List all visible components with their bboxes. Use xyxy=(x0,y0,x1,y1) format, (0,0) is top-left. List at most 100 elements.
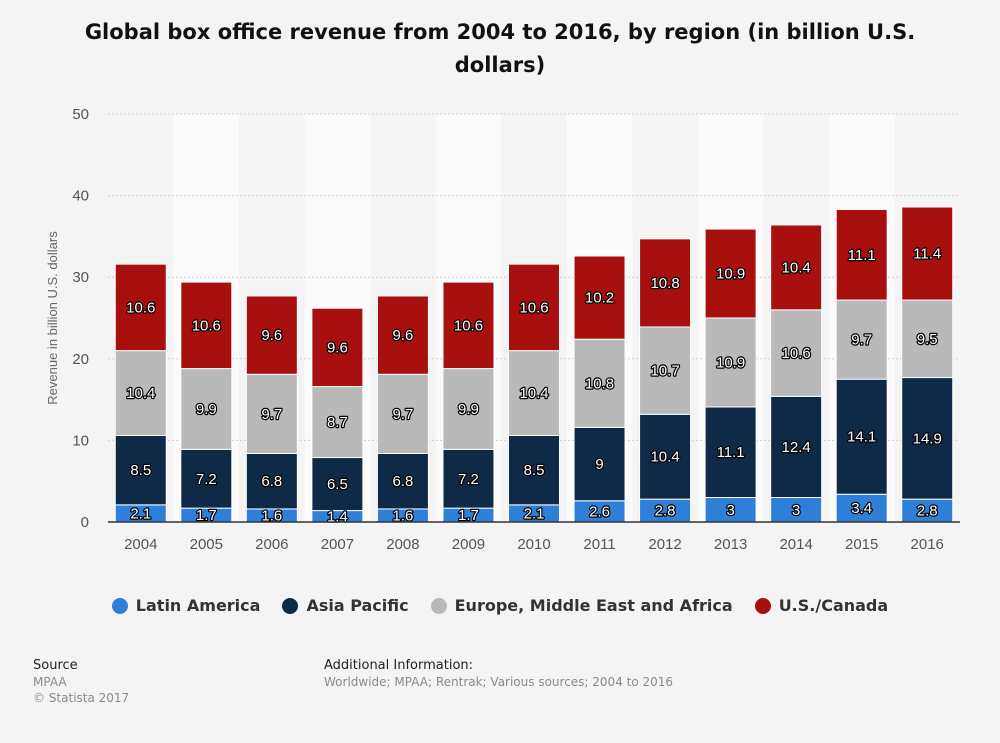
x-tick-label: 2013 xyxy=(714,536,747,553)
bar-segment xyxy=(704,228,757,319)
x-tick-label: 2005 xyxy=(190,536,223,553)
data-label: 9.7 xyxy=(392,406,413,423)
bar-segment xyxy=(639,413,692,500)
source-label: Source xyxy=(33,658,78,673)
bar-segment xyxy=(311,386,364,459)
data-label: 1.6 xyxy=(392,507,413,524)
data-label: 10.4 xyxy=(519,385,548,402)
data-label: 8.5 xyxy=(130,462,151,479)
bar-segment xyxy=(442,281,495,370)
bar-segment xyxy=(442,448,495,509)
y-tick-label: 10 xyxy=(72,432,89,449)
x-tick-label: 2007 xyxy=(321,536,354,553)
bar-segment xyxy=(901,206,954,301)
bar-segment xyxy=(508,350,560,437)
info-label: Additional Information: xyxy=(324,658,474,673)
legend-item-emea[interactable]: Europe, Middle East and Africa xyxy=(430,596,733,615)
y-tick-label: 50 xyxy=(72,106,89,123)
x-tick-label: 2014 xyxy=(779,536,812,553)
data-labels: 2.1 8.5 10.4 10.6 1.7 7.2 9.9 10.6 1.6 6.8 9.7 9.6 1… xyxy=(125,244,943,526)
data-label: 10.8 xyxy=(650,275,679,292)
additional-info-block: Additional Information: Worldwide; MPAA;… xyxy=(324,658,673,690)
bar-segment xyxy=(770,497,823,523)
data-label: 12.4 xyxy=(782,439,811,456)
x-tick-label: 2011 xyxy=(583,536,615,553)
x-tick-label: 2004 xyxy=(124,536,157,553)
data-label: 2.1 xyxy=(524,505,545,522)
x-tick-label: 2009 xyxy=(452,536,485,553)
data-label: 10.9 xyxy=(716,354,745,371)
stacked-bar-chart: 0 10 20 30 40 50 Revenue in billion U.S. doll… xyxy=(45,106,960,553)
bar-segment xyxy=(835,208,888,301)
bar-segment xyxy=(311,307,364,388)
data-label: 9.7 xyxy=(851,332,872,349)
legend-swatch xyxy=(430,597,447,614)
chart-title: Global box office revenue from 2004 to 2… xyxy=(84,20,916,77)
data-label: 10.6 xyxy=(782,345,811,362)
bar-segment xyxy=(114,350,167,437)
bar-segment xyxy=(114,263,167,352)
bar-segment xyxy=(376,452,429,510)
data-label: 10.6 xyxy=(192,317,221,334)
bar-segment xyxy=(770,309,823,397)
data-label: 9.9 xyxy=(196,401,217,418)
data-label: 3.4 xyxy=(851,500,872,517)
legend-item-latin-america[interactable]: Latin America xyxy=(111,596,261,615)
data-label: 8.5 xyxy=(524,462,545,479)
data-label: 9.6 xyxy=(392,327,413,344)
bar-segment xyxy=(508,435,560,506)
bar-segment xyxy=(639,326,692,415)
bar-segment xyxy=(114,435,167,506)
legend-item-us-canada[interactable]: U.S./Canada xyxy=(754,596,889,615)
data-label: 6.8 xyxy=(261,473,282,490)
bar-segment xyxy=(245,452,298,510)
data-label: 10.6 xyxy=(126,299,155,316)
y-tick-label: 30 xyxy=(72,269,89,286)
bar-segment xyxy=(770,224,823,311)
info-value: Worldwide; MPAA; Rentrak; Various source… xyxy=(324,675,674,689)
data-label: 1.7 xyxy=(196,507,217,524)
source-block: Source MPAA © Statista 2017 xyxy=(33,658,129,706)
data-label: 10.4 xyxy=(650,449,679,466)
bar-segment xyxy=(180,281,233,370)
bar-segment xyxy=(180,448,233,509)
legend-label: Europe, Middle East and Africa xyxy=(454,596,733,615)
bar-segment xyxy=(376,295,429,375)
bar-segment xyxy=(311,457,364,512)
data-label: 3 xyxy=(792,502,800,519)
x-tick-label: 2012 xyxy=(648,536,681,553)
x-tick-label: 2008 xyxy=(386,536,419,553)
legend-swatch xyxy=(282,597,299,614)
data-label: 10.4 xyxy=(782,259,811,276)
data-label: 3 xyxy=(726,502,734,519)
bar-segment xyxy=(245,373,298,454)
data-label: 2.8 xyxy=(655,503,676,520)
data-label: 9 xyxy=(595,456,603,473)
legend-swatch xyxy=(754,597,771,614)
data-label: 7.2 xyxy=(196,471,217,488)
legend-label: Latin America xyxy=(135,596,261,615)
bar-segment xyxy=(770,395,823,499)
x-axis: 2004 2005 2006 2007 2008 2009 2010 2011 2012 2013… xyxy=(108,521,960,553)
data-label: 14.1 xyxy=(847,429,876,446)
legend-label: U.S./Canada xyxy=(778,596,889,615)
legend-item-asia-pacific[interactable]: Asia Pacific xyxy=(282,596,409,615)
data-label: 10.6 xyxy=(519,299,548,316)
bar-segment xyxy=(245,295,298,375)
data-label: 2.8 xyxy=(917,503,938,520)
bar-segment xyxy=(573,338,626,428)
x-tick-label: 2006 xyxy=(255,536,288,553)
bar-segment xyxy=(835,493,888,523)
legend-label: Asia Pacific xyxy=(306,596,409,615)
x-tick-label: 2016 xyxy=(911,536,944,553)
source-value[interactable]: MPAA xyxy=(33,675,67,689)
y-axis-label: Revenue in billion U.S. dollars xyxy=(45,231,60,405)
data-label: 9.7 xyxy=(261,406,282,423)
y-tick-label: 40 xyxy=(72,188,89,205)
bar-segment xyxy=(835,378,888,495)
bar-segment xyxy=(573,255,626,340)
x-tick-label: 2015 xyxy=(845,536,878,553)
legend: Latin America Asia Pacific Europe, Middl… xyxy=(0,596,1000,615)
bar-segment xyxy=(639,238,692,328)
copyright: © Statista 2017 xyxy=(33,691,130,705)
